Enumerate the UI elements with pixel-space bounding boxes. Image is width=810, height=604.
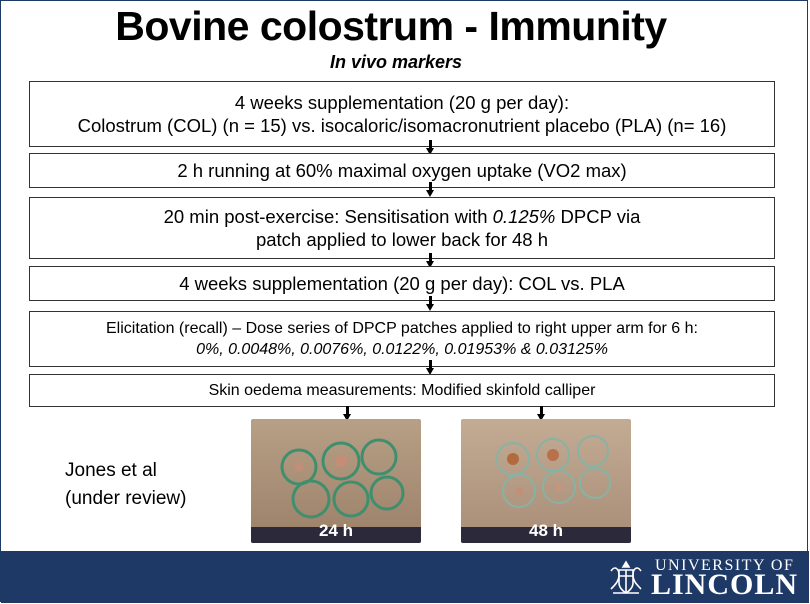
photo-48h-label: 48 h — [528, 521, 564, 540]
step-6-line-1: Skin oedema measurements: Modified skinf… — [208, 382, 596, 399]
flow-arrow-icon — [426, 296, 436, 312]
step-1-line-2: Colostrum (COL) (n = 15) vs. isocaloric/… — [77, 115, 727, 136]
photo-48h: 48 h — [461, 419, 631, 543]
step-5-line-1: Elicitation (recall) – Dose series of DP… — [106, 320, 698, 337]
flow-arrow-icon — [426, 140, 436, 156]
flow-step-1: 4 weeks supplementation (20 g per day): … — [29, 81, 775, 147]
flow-arrow-icon — [426, 182, 436, 198]
flow-arrow-icon — [426, 253, 436, 269]
flow-arrow-icon — [426, 360, 436, 376]
flow-step-5: Elicitation (recall) – Dose series of DP… — [29, 311, 775, 367]
arrow-to-photo-48h-icon — [537, 406, 547, 422]
step-5-line-2: 0%, 0.0048%, 0.0076%, 0.0122%, 0.01953% … — [196, 341, 608, 358]
flow-step-6: Skin oedema measurements: Modified skinf… — [29, 374, 775, 407]
step-2-line-1: 2 h running at 60% maximal oxygen uptake… — [177, 160, 627, 181]
step-4-line-1: 4 weeks supplementation (20 g per day): … — [179, 273, 625, 294]
reference-line-2: (under review) — [65, 488, 187, 509]
flow-step-4: 4 weeks supplementation (20 g per day): … — [29, 266, 775, 301]
arrow-to-photo-24h-icon — [343, 406, 353, 422]
slide-subtitle: In vivo markers — [329, 52, 463, 72]
reference-line-1: Jones et al — [65, 460, 157, 481]
photo-24h-label: 24 h — [318, 521, 354, 540]
footer-bar — [1, 551, 809, 603]
flow-step-3: 20 min post-exercise: Sensitisation with… — [29, 197, 775, 259]
step-3-line-1: 20 min post-exercise: Sensitisation with… — [163, 206, 641, 227]
logo-text-lincoln: LINCOLN — [651, 568, 799, 601]
photo-24h: 24 h — [251, 419, 421, 543]
slide-title: Bovine colostrum - Immunity — [115, 3, 667, 49]
logo-text-university-of: UNIVERSITY OF — [655, 557, 795, 574]
step-1-line-1: 4 weeks supplementation (20 g per day): — [234, 92, 570, 113]
step-3-line-2: patch applied to lower back for 48 h — [255, 229, 549, 250]
university-crest-icon — [610, 560, 642, 594]
reference-citation: Jones et al (under review) — [65, 457, 186, 513]
flow-step-2: 2 h running at 60% maximal oxygen uptake… — [29, 153, 775, 188]
